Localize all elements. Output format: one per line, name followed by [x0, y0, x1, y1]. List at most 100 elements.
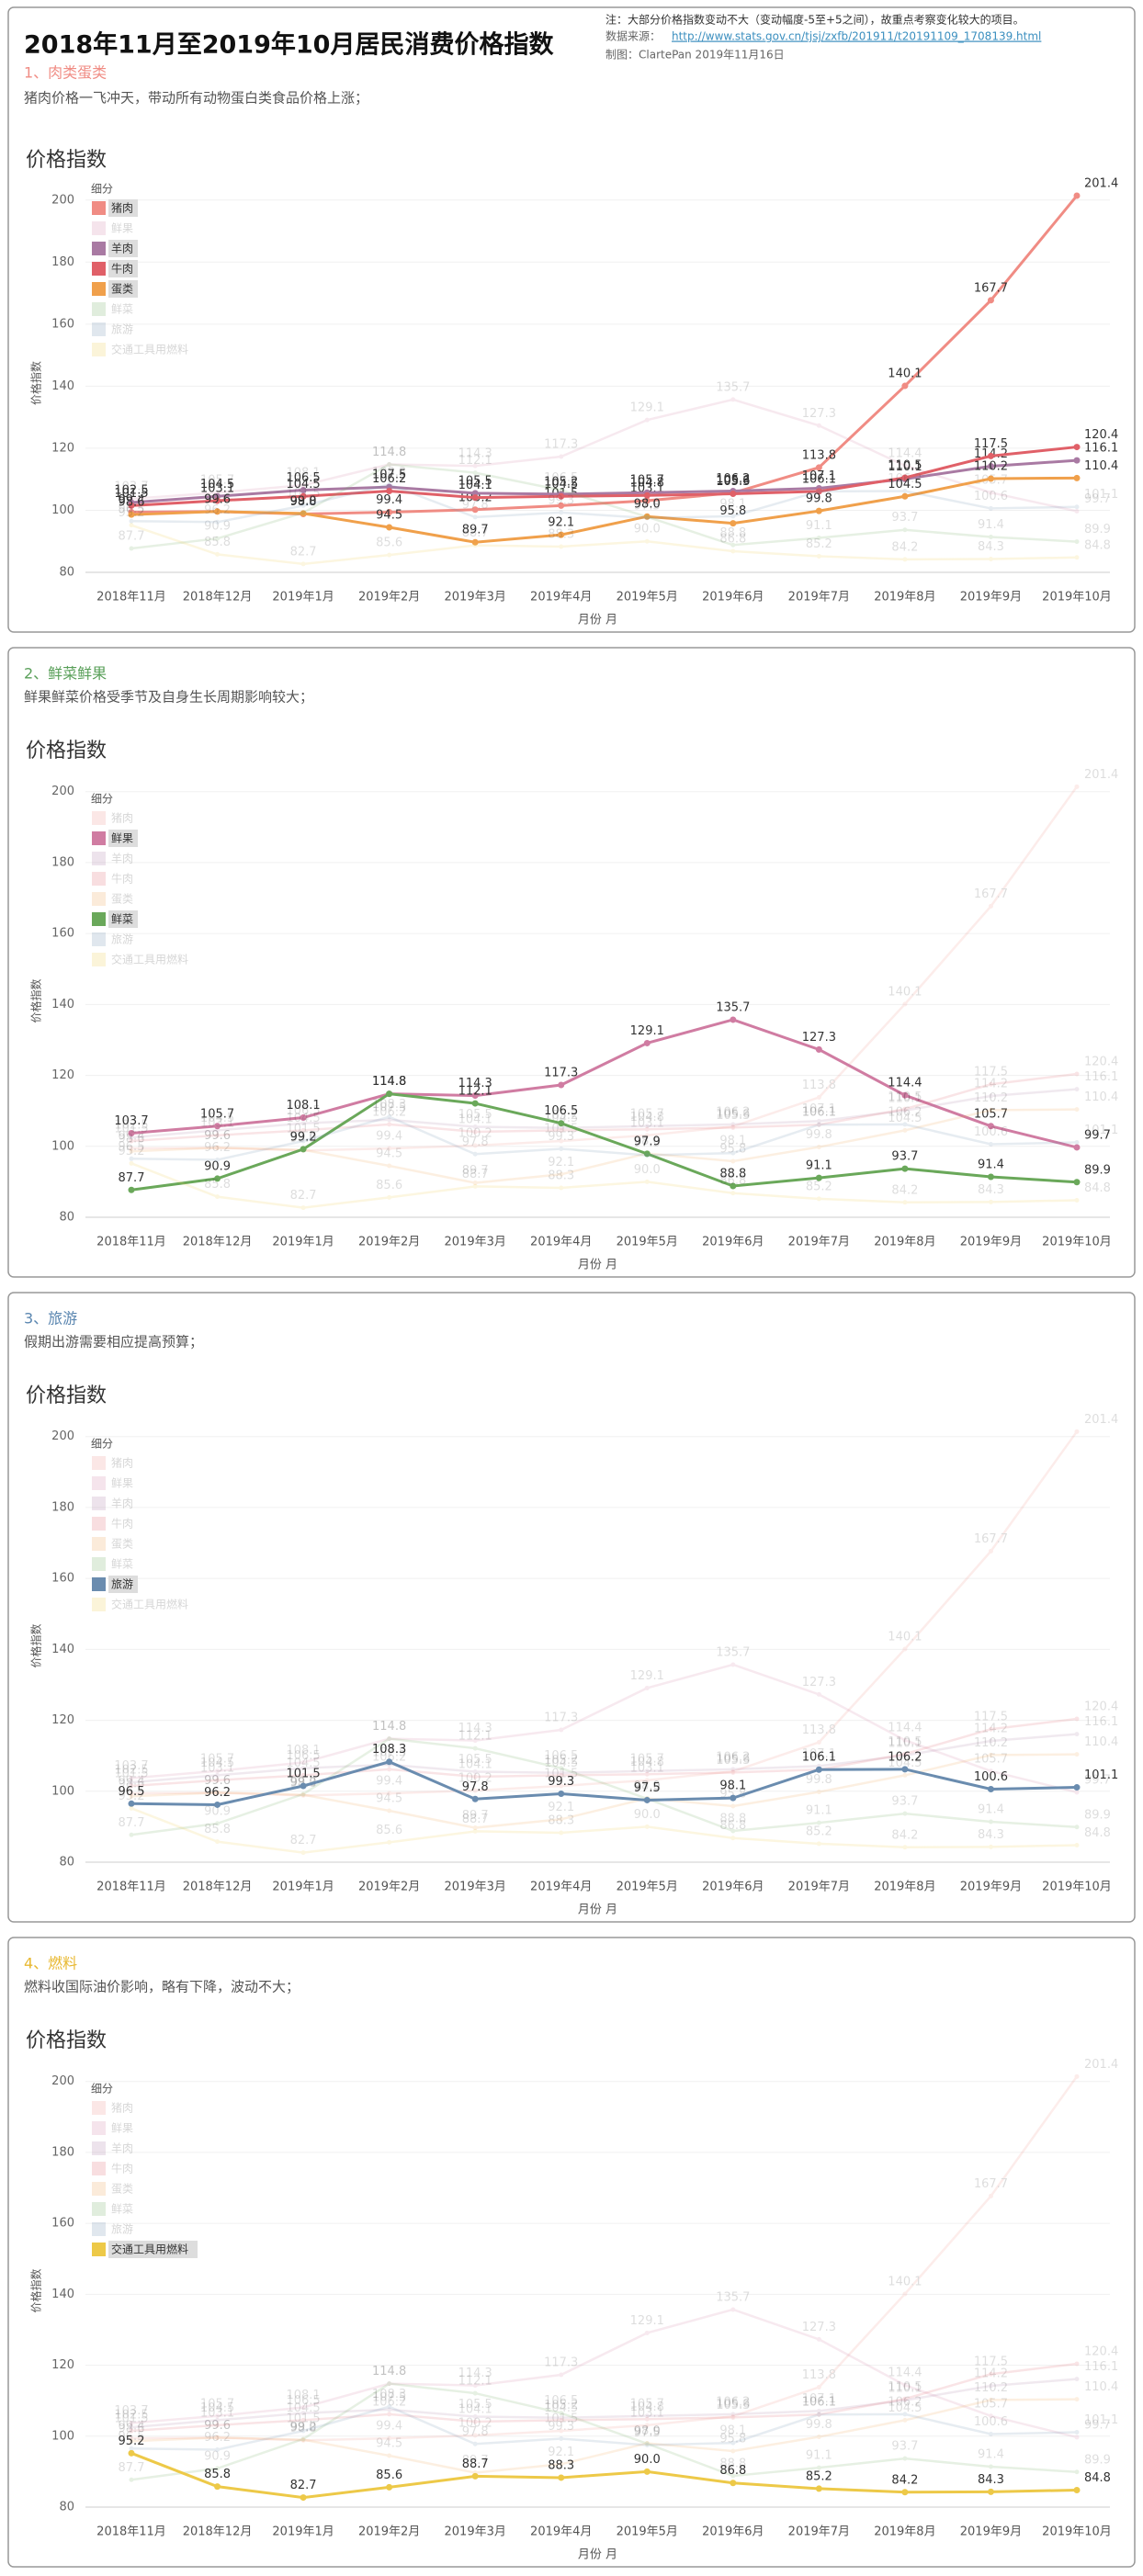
panel-description: 鲜果鲜菜价格受季节及自身生长周期影响较大；	[24, 689, 313, 706]
point	[472, 2414, 478, 2420]
point	[902, 1811, 908, 1816]
point	[644, 1771, 650, 1777]
data-label: 105.5	[458, 1108, 492, 1122]
x-axis-label: 月份 月	[578, 614, 617, 627]
data-label: 113.8	[802, 448, 836, 462]
data-label: 94.5	[376, 2437, 402, 2451]
data-label: 105.5	[458, 474, 492, 488]
point	[901, 1766, 909, 1773]
point	[472, 470, 478, 476]
data-label: 100.2	[458, 2417, 492, 2431]
data-label: 99.4	[376, 1130, 402, 1144]
data-label: 99.6	[204, 1774, 231, 1788]
data-label: 90.9	[204, 1159, 231, 1173]
point	[129, 1783, 134, 1789]
data-label: 86.8	[719, 1819, 746, 1833]
y-tick-label: 200	[51, 2074, 74, 2088]
data-label: 99.6	[204, 1774, 231, 1788]
data-label: 84.8	[1084, 1826, 1111, 1840]
point	[644, 1152, 650, 1158]
point	[644, 2416, 650, 2422]
point	[300, 1791, 306, 1797]
y-tick-label: 200	[51, 193, 74, 207]
point	[300, 1121, 306, 1126]
legend-label: 蛋类	[111, 1538, 133, 1551]
legend-item: 蛋类	[92, 892, 133, 906]
point	[300, 1760, 306, 1766]
data-label: 117.3	[544, 1711, 578, 1724]
data-label: 103.1	[200, 2406, 234, 2420]
point	[816, 1122, 821, 1127]
data-label: 112.1	[458, 1085, 492, 1099]
x-tick-label: 2019年5月	[617, 1881, 678, 1894]
legend-label: 猪肉	[111, 2102, 133, 2115]
line	[130, 1430, 1079, 1797]
source-link[interactable]: http://www.stats.gov.cn/tjsj/zxfb/201911…	[672, 30, 1041, 43]
data-label: 89.9	[1084, 2453, 1111, 2467]
point	[300, 2405, 306, 2411]
data-label: 102.5	[114, 1764, 148, 1778]
data-label: 103.1	[630, 1761, 664, 1775]
line	[130, 785, 1079, 1152]
point	[387, 1146, 392, 1151]
y-tick-label: 180	[51, 855, 74, 869]
point	[559, 2461, 564, 2467]
data-label: 88.3	[548, 527, 574, 541]
point	[472, 514, 478, 520]
data-label: 105.7	[630, 474, 664, 488]
point	[1074, 784, 1080, 789]
line	[130, 2075, 1079, 2442]
legend-item: 鲜果	[92, 830, 138, 847]
x-tick-label: 2019年2月	[358, 1236, 420, 1249]
data-label: 107.5	[372, 1746, 406, 1759]
point	[300, 492, 307, 500]
point	[988, 505, 993, 511]
data-label: 98.8	[290, 2422, 317, 2435]
line	[130, 2308, 1078, 2439]
legend-item: 旅游	[92, 2222, 133, 2236]
point	[988, 2383, 993, 2389]
point	[988, 2431, 993, 2436]
data-label: 107.5	[372, 469, 406, 482]
point	[730, 2448, 736, 2454]
y-tick-label: 100	[51, 1784, 74, 1798]
point	[129, 1138, 134, 1144]
point	[128, 511, 135, 518]
point	[730, 1769, 736, 1775]
data-label: 110.5	[888, 459, 922, 473]
point	[988, 1141, 993, 1147]
x-tick-label: 2019年4月	[530, 2525, 592, 2539]
x-tick-label: 2019年2月	[358, 1881, 420, 1894]
series: 87.7 90.9 99.2 114.8 112.1 106.5 97.9 88.8 91.1 9…	[119, 446, 1111, 551]
legend-swatch	[92, 2243, 106, 2256]
data-label: 116.1	[1084, 1070, 1118, 1084]
point	[988, 535, 993, 540]
data-label: 104.5	[544, 2401, 578, 2415]
y-tick-label: 200	[51, 1429, 74, 1443]
line	[130, 1760, 1078, 1806]
data-label: 104.1	[458, 479, 492, 492]
legend-item: 猪肉	[92, 1456, 133, 1470]
point	[215, 1790, 221, 1795]
data-label: 98.6	[119, 1133, 145, 1147]
data-label: 98.1	[719, 497, 746, 511]
point	[215, 536, 221, 541]
data-label: 99.4	[376, 493, 402, 507]
point	[387, 1163, 392, 1169]
data-label: 140.1	[888, 367, 922, 381]
legend-label: 羊肉	[111, 852, 133, 865]
line	[130, 483, 1078, 524]
data-label: 167.7	[974, 1532, 1008, 1546]
point	[901, 474, 909, 481]
data-label: 107.1	[802, 469, 836, 483]
point	[300, 2428, 306, 2434]
point	[129, 1791, 134, 1796]
data-label: 105.6	[716, 1753, 750, 1767]
legend-item: 牛肉	[92, 872, 133, 886]
point	[128, 502, 135, 509]
point	[643, 2468, 651, 2475]
data-label: 88.8	[719, 2457, 746, 2471]
